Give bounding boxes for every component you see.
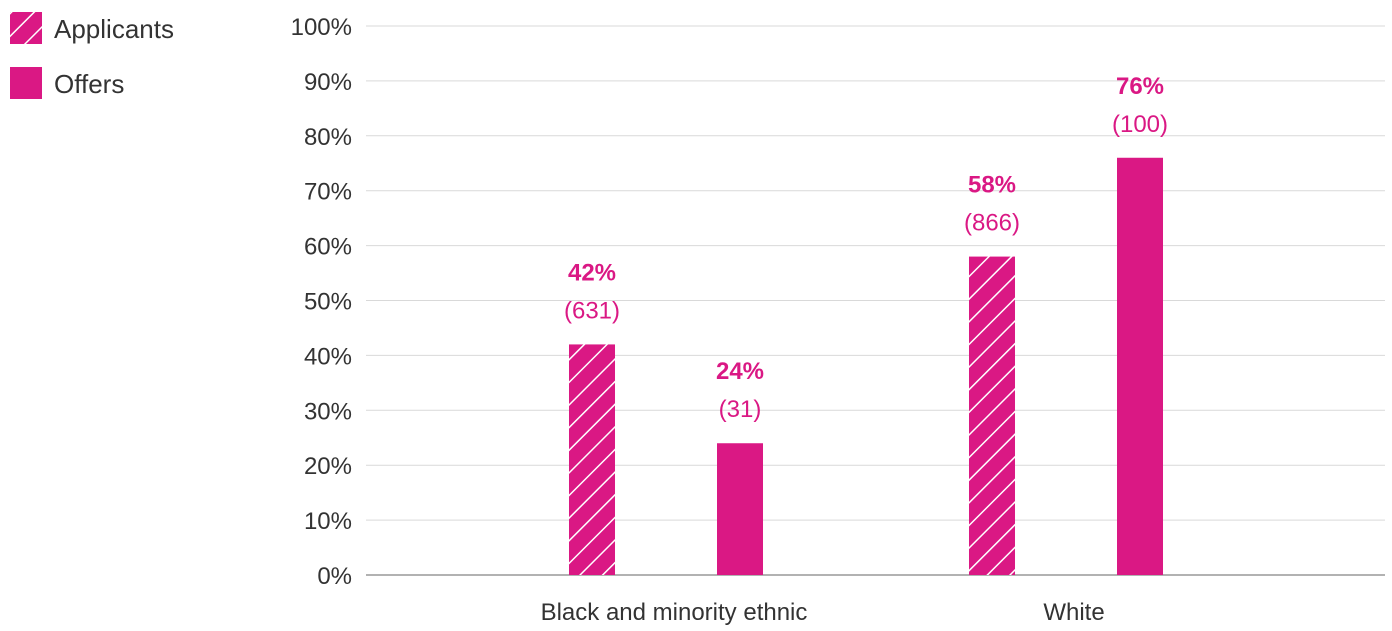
bar-offers [1117, 157, 1163, 575]
bars [569, 157, 1163, 575]
data-labels: 42% (631) 24% (31) 58% (866) 76% (100) [564, 73, 1168, 423]
data-label-percent: 58% [968, 172, 1016, 199]
data-label-count: (100) [1112, 111, 1168, 138]
y-tick-label: 60% [304, 234, 352, 261]
y-tick-label: 50% [304, 289, 352, 316]
y-tick-label: 10% [304, 508, 352, 535]
data-label-count: (866) [964, 210, 1020, 237]
x-category-label: Black and minority ethnic [541, 599, 808, 626]
y-tick-label: 90% [304, 69, 352, 96]
legend-label: Applicants [54, 14, 174, 44]
legend: Applicants Offers [10, 12, 174, 99]
legend-swatch-solid [10, 67, 42, 99]
legend-swatch-hatched [10, 12, 42, 44]
bar-applicants [969, 256, 1015, 575]
bar-applicants [569, 344, 615, 575]
y-tick-label: 0% [317, 563, 352, 590]
legend-label: Offers [54, 69, 124, 99]
y-axis: 0% 10% 20% 30% 40% 50% 60% 70% 80% 90% 100% [291, 14, 352, 590]
bar-offers [717, 443, 763, 575]
y-tick-label: 20% [304, 453, 352, 480]
data-label-count: (31) [719, 396, 762, 423]
y-tick-label: 80% [304, 124, 352, 151]
data-label-percent: 76% [1116, 73, 1164, 100]
gridlines [366, 25, 1385, 576]
data-label-count: (631) [564, 297, 620, 324]
x-category-label: White [1043, 599, 1104, 626]
x-axis: Black and minority ethnic White [541, 599, 1105, 626]
y-tick-label: 70% [304, 179, 352, 206]
y-tick-label: 100% [291, 14, 352, 41]
y-tick-label: 30% [304, 398, 352, 425]
data-label-percent: 42% [568, 259, 616, 286]
y-tick-label: 40% [304, 343, 352, 370]
data-label-percent: 24% [716, 358, 764, 385]
